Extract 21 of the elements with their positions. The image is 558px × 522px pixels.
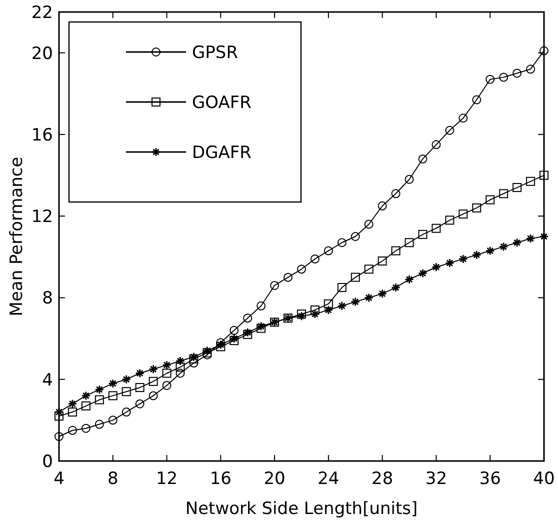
x-tick-label: 20: [264, 469, 286, 489]
x-tick-label: 32: [425, 469, 448, 489]
x-tick-label: 24: [318, 469, 340, 489]
y-tick-label: 8: [42, 288, 53, 309]
x-tick-label: 8: [107, 469, 118, 489]
x-axis-title: Network Side Length[units]: [185, 499, 418, 519]
x-tick-label: 12: [156, 469, 178, 489]
y-tick-label: 22: [31, 2, 53, 23]
y-tick-label: 12: [31, 207, 53, 228]
legend-label: GOAFR: [192, 92, 252, 113]
x-tick-label: 28: [372, 469, 394, 489]
x-tick-label: 36: [479, 469, 501, 489]
legend-label: DGAFR: [192, 142, 252, 163]
y-tick-label: 16: [31, 125, 53, 146]
x-tick-label: 40: [533, 469, 555, 489]
y-tick-label: 0: [42, 452, 53, 472]
y-tick-label: 20: [31, 44, 53, 64]
y-axis-title: Mean Performance: [7, 156, 27, 316]
x-tick-label: 16: [210, 469, 232, 489]
y-tick-label: 4: [42, 370, 53, 390]
legend-label: GPSR: [192, 42, 238, 63]
